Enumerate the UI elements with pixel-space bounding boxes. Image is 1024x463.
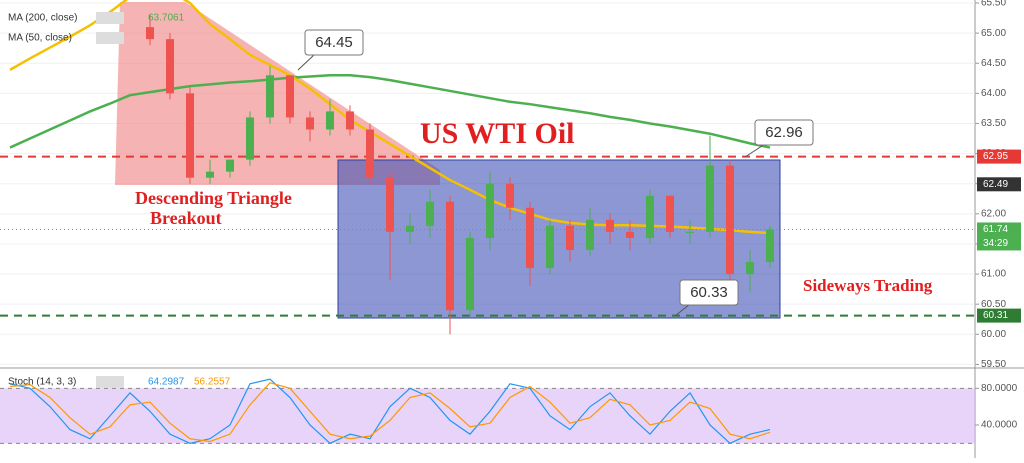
annotation-text: Breakout xyxy=(150,208,222,228)
annotation-text: US WTI Oil xyxy=(420,117,575,150)
legend-value: 56.2557 xyxy=(194,377,231,388)
price-tag-label: 61.74 xyxy=(983,224,1008,235)
callout-label: 60.33 xyxy=(690,284,728,301)
candle-body xyxy=(566,225,574,250)
price-plot xyxy=(0,0,975,365)
price-tag xyxy=(977,308,1021,323)
callout-box xyxy=(754,119,814,146)
callout-box xyxy=(679,279,739,306)
y-tick-label: 60.50 xyxy=(981,299,1006,310)
candle-body xyxy=(326,111,334,130)
candle-body xyxy=(746,261,754,275)
candle-body xyxy=(726,165,734,275)
candle-body xyxy=(426,201,434,226)
legend-value: 64.2987 xyxy=(148,377,185,388)
series-line xyxy=(9,378,771,445)
series-line xyxy=(9,0,771,235)
candle-body xyxy=(166,39,174,94)
y-tick-label: 63.50 xyxy=(981,118,1006,129)
triangle-shape xyxy=(115,2,440,185)
callout-pointer xyxy=(674,303,691,317)
price-tag xyxy=(977,222,1021,237)
stoch-title: Stoch (14, 3, 3) xyxy=(8,377,76,388)
price-tag xyxy=(977,177,1021,192)
candle-body xyxy=(446,201,454,311)
legend-value: 63.7061 xyxy=(148,13,185,24)
candle-body xyxy=(626,231,634,238)
y-tick-label: 60.00 xyxy=(981,329,1006,340)
candle-body xyxy=(366,129,374,178)
y-tick-label: 40.0000 xyxy=(981,420,1018,431)
series-line xyxy=(9,74,771,149)
legend-name: MA (200, close) xyxy=(8,13,77,24)
y-tick-label: 59.50 xyxy=(981,359,1006,370)
y-tick-label: 64.50 xyxy=(981,58,1006,69)
annotation-text: Sideways Trading xyxy=(803,276,933,295)
candle-body xyxy=(646,195,654,238)
y-tick-label: 80.0000 xyxy=(981,383,1018,394)
candle-body xyxy=(206,171,214,178)
candle-body xyxy=(706,165,714,232)
candle-body xyxy=(506,183,514,208)
candle-body xyxy=(186,93,194,178)
candle-body xyxy=(386,177,394,232)
candle-body xyxy=(526,207,534,269)
price-tag-label: 60.31 xyxy=(983,310,1008,321)
y-tick-label: 65.00 xyxy=(981,28,1006,39)
candle-body xyxy=(666,195,674,232)
candle-body xyxy=(586,219,594,250)
countdown-tag xyxy=(977,236,1021,251)
legend-icons xyxy=(96,12,124,24)
candle-body xyxy=(266,75,274,118)
callout-label: 62.96 xyxy=(765,124,803,141)
price-tag-label: 62.95 xyxy=(983,151,1008,162)
callout-box xyxy=(304,29,364,56)
y-tick-label: 64.00 xyxy=(981,88,1006,99)
candle-body xyxy=(286,75,294,118)
candle-body xyxy=(466,237,474,311)
y-tick-label: 62.00 xyxy=(981,208,1006,219)
callout-pointer xyxy=(744,143,766,158)
legend-name: MA (50, close) xyxy=(8,33,72,44)
candle-body xyxy=(686,231,694,233)
candle-body xyxy=(226,159,234,172)
callout-label: 64.45 xyxy=(315,34,353,51)
legend-icons xyxy=(96,376,124,388)
candle-body xyxy=(246,117,254,160)
legend-icons xyxy=(96,32,124,44)
candle-body xyxy=(606,219,614,232)
candle-body xyxy=(406,225,414,232)
countdown-label: 34:29 xyxy=(983,238,1008,249)
candle-body xyxy=(306,117,314,130)
stoch-band xyxy=(0,388,975,444)
callout-pointer xyxy=(297,53,316,71)
candle-body xyxy=(546,225,554,269)
series-line xyxy=(9,382,771,443)
candle-body xyxy=(766,229,774,262)
candle-body xyxy=(346,111,354,130)
candle-body xyxy=(146,27,154,40)
stoch-plot xyxy=(0,378,975,445)
candle-body xyxy=(486,183,494,238)
price-tag-label: 62.49 xyxy=(983,179,1008,190)
annotation-text: Descending Triangle xyxy=(135,188,292,208)
price-tag xyxy=(977,149,1021,164)
y-tick-label: 61.00 xyxy=(981,269,1006,280)
y-tick-label: 65.50 xyxy=(981,0,1006,9)
